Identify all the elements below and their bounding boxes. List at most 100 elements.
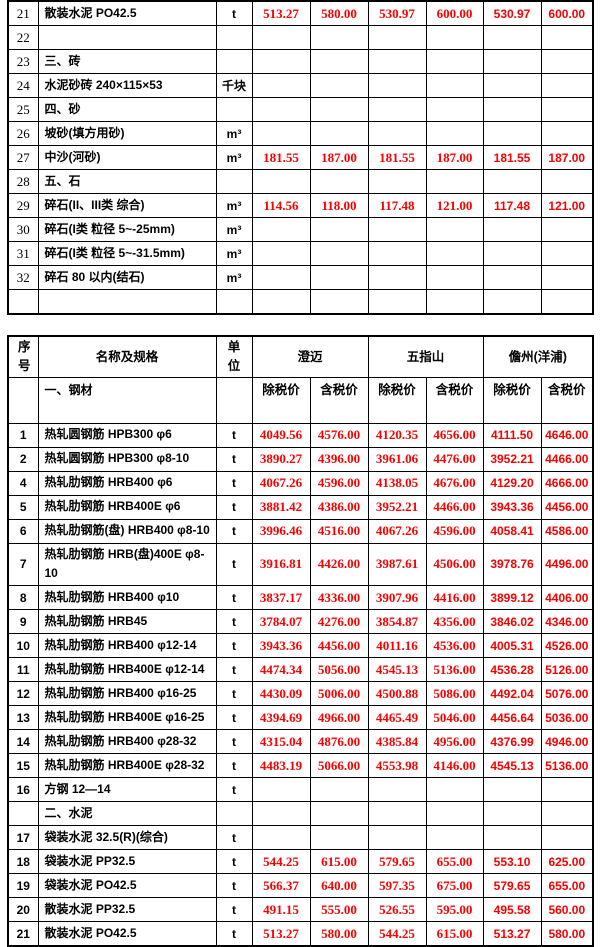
item-unit-cell xyxy=(215,25,253,50)
item-name-cell: 热轧肋钢筋 HRB400E φ28-32 xyxy=(37,753,217,779)
price-cell xyxy=(309,265,369,290)
price-cell xyxy=(309,49,369,74)
table-row: 1 热轧圆钢筋 HPB300 φ6 t 4049.56 4576.00 4120.35 46… xyxy=(7,422,594,448)
price-cell xyxy=(367,241,427,266)
row-number-cell: 13 xyxy=(7,705,39,731)
price-cell: 491.15 xyxy=(251,897,311,923)
price-cell xyxy=(367,49,427,74)
price-cell xyxy=(482,25,542,50)
price-cell: 655.00 xyxy=(425,849,484,875)
table-row: 31 碎石(I类 粒径 5~-31.5mm) m³ xyxy=(7,241,594,266)
row-number-cell: 20 xyxy=(7,897,39,923)
price-cell: 4456.00 xyxy=(540,494,594,520)
price-cell: 4476.00 xyxy=(425,446,484,472)
col-header-ex-tax-price: 除税价 xyxy=(251,376,311,424)
price-cell: 4138.05 xyxy=(367,470,427,496)
price-cell: 530.97 xyxy=(367,0,427,26)
price-cell: 495.58 xyxy=(482,897,542,923)
col-header-seq-no: 序号 xyxy=(7,335,39,378)
item-name-cell: 热轧圆钢筋 HPB300 φ6 xyxy=(37,422,217,448)
price-cell: 4656.00 xyxy=(425,422,484,448)
item-unit-cell: t xyxy=(215,873,253,899)
price-cell: 4966.00 xyxy=(309,705,369,731)
price-cell: 114.56 xyxy=(251,193,311,218)
item-unit-cell: t xyxy=(215,585,253,611)
table-row: 6 热轧肋钢筋(盘) HRB400 φ8-10 t 3996.46 4516.00 406… xyxy=(7,518,594,544)
item-name-cell: 碎石(II、III类 综合) xyxy=(37,193,217,218)
price-cell xyxy=(482,121,542,146)
price-cell xyxy=(425,49,484,74)
item-unit-cell: t xyxy=(215,494,253,520)
price-cell xyxy=(367,25,427,50)
price-cell xyxy=(309,217,369,242)
price-cell: 3854.87 xyxy=(367,609,427,635)
price-cell: 3899.12 xyxy=(482,585,542,611)
price-cell xyxy=(425,241,484,266)
col-header-region-wuzhishan: 五指山 xyxy=(367,335,484,378)
price-cell: 187.00 xyxy=(540,145,594,170)
table-row: 19 袋装水泥 PO42.5 t 566.37 640.00 597.35 675.00 57… xyxy=(7,873,594,899)
price-cell: 4356.00 xyxy=(425,609,484,635)
price-cell: 4005.31 xyxy=(482,633,542,659)
price-cell: 5126.00 xyxy=(540,657,594,683)
price-cell: 5046.00 xyxy=(425,705,484,731)
price-cell: 4496.00 xyxy=(540,542,594,587)
item-name-cell: 热轧肋钢筋 HRB400 φ10 xyxy=(37,585,217,611)
row-number-cell: 7 xyxy=(7,542,39,587)
item-name-cell: 散装水泥 PO42.5 xyxy=(37,0,217,26)
price-cell xyxy=(367,73,427,98)
price-cell: 5136.00 xyxy=(425,657,484,683)
table-row: 20 散装水泥 PP32.5 t 491.15 555.00 526.55 595.00 49… xyxy=(7,897,594,923)
item-unit-cell: t xyxy=(215,0,253,26)
price-cell: 5006.00 xyxy=(309,681,369,707)
item-unit-cell: t xyxy=(215,609,253,635)
price-cell: 3837.17 xyxy=(251,585,311,611)
col-header-ex-tax-price: 除税价 xyxy=(367,376,427,424)
item-name-cell: 碎石(I类 粒径 5~-25mm) xyxy=(37,217,217,242)
price-cell: 625.00 xyxy=(540,849,594,875)
price-cell xyxy=(309,801,369,827)
price-cell: 5086.00 xyxy=(425,681,484,707)
price-cell: 5136.00 xyxy=(540,753,594,779)
row-number-cell: 28 xyxy=(7,169,39,194)
price-cell: 615.00 xyxy=(309,849,369,875)
price-cell: 4385.84 xyxy=(367,729,427,755)
price-cell: 3846.02 xyxy=(482,609,542,635)
price-cell xyxy=(482,265,542,290)
price-cell: 5056.00 xyxy=(309,657,369,683)
item-unit-cell: t xyxy=(215,729,253,755)
table-row: 21 散装水泥 PO42.5 t 513.27 580.00 544.25 615.00 51… xyxy=(7,921,594,947)
item-unit-cell: t xyxy=(215,705,253,731)
price-cell xyxy=(425,801,484,827)
row-number-cell: 11 xyxy=(7,657,39,683)
table-row: 11 热轧肋钢筋 HRB400E φ12-14 t 4474.34 5056.00 454… xyxy=(7,657,594,683)
price-cell: 4146.00 xyxy=(425,753,484,779)
item-unit-cell: t xyxy=(215,518,253,544)
price-cell xyxy=(367,289,427,315)
price-cell: 3952.21 xyxy=(482,446,542,472)
price-cell: 4516.00 xyxy=(309,518,369,544)
price-cell: 655.00 xyxy=(540,873,594,899)
row-number-cell: 30 xyxy=(7,217,39,242)
price-cell: 4416.00 xyxy=(425,585,484,611)
price-cell: 4666.00 xyxy=(540,470,594,496)
table-row: 29 碎石(II、III类 综合) m³ 114.56 118.00 117.48 121.… xyxy=(7,193,594,218)
item-name-cell: 四、砂 xyxy=(37,97,217,122)
item-unit-cell xyxy=(215,289,253,315)
price-cell: 4315.04 xyxy=(251,729,311,755)
price-cell xyxy=(309,25,369,50)
price-cell: 4646.00 xyxy=(540,422,594,448)
item-unit-cell: t xyxy=(215,777,253,803)
price-cell: 4474.34 xyxy=(251,657,311,683)
price-cell xyxy=(251,73,311,98)
empty-header-cell xyxy=(7,376,39,424)
item-unit-cell: m³ xyxy=(215,241,253,266)
price-cell xyxy=(367,121,427,146)
table-row xyxy=(7,289,594,315)
item-unit-cell xyxy=(215,169,253,194)
price-cell xyxy=(309,73,369,98)
item-name-cell: 热轧肋钢筋 HRB400E φ12-14 xyxy=(37,657,217,683)
table-row: 22 xyxy=(7,25,594,50)
price-cell: 118.00 xyxy=(309,193,369,218)
table-row: 26 坡砂(填方用砂) m³ xyxy=(7,121,594,146)
